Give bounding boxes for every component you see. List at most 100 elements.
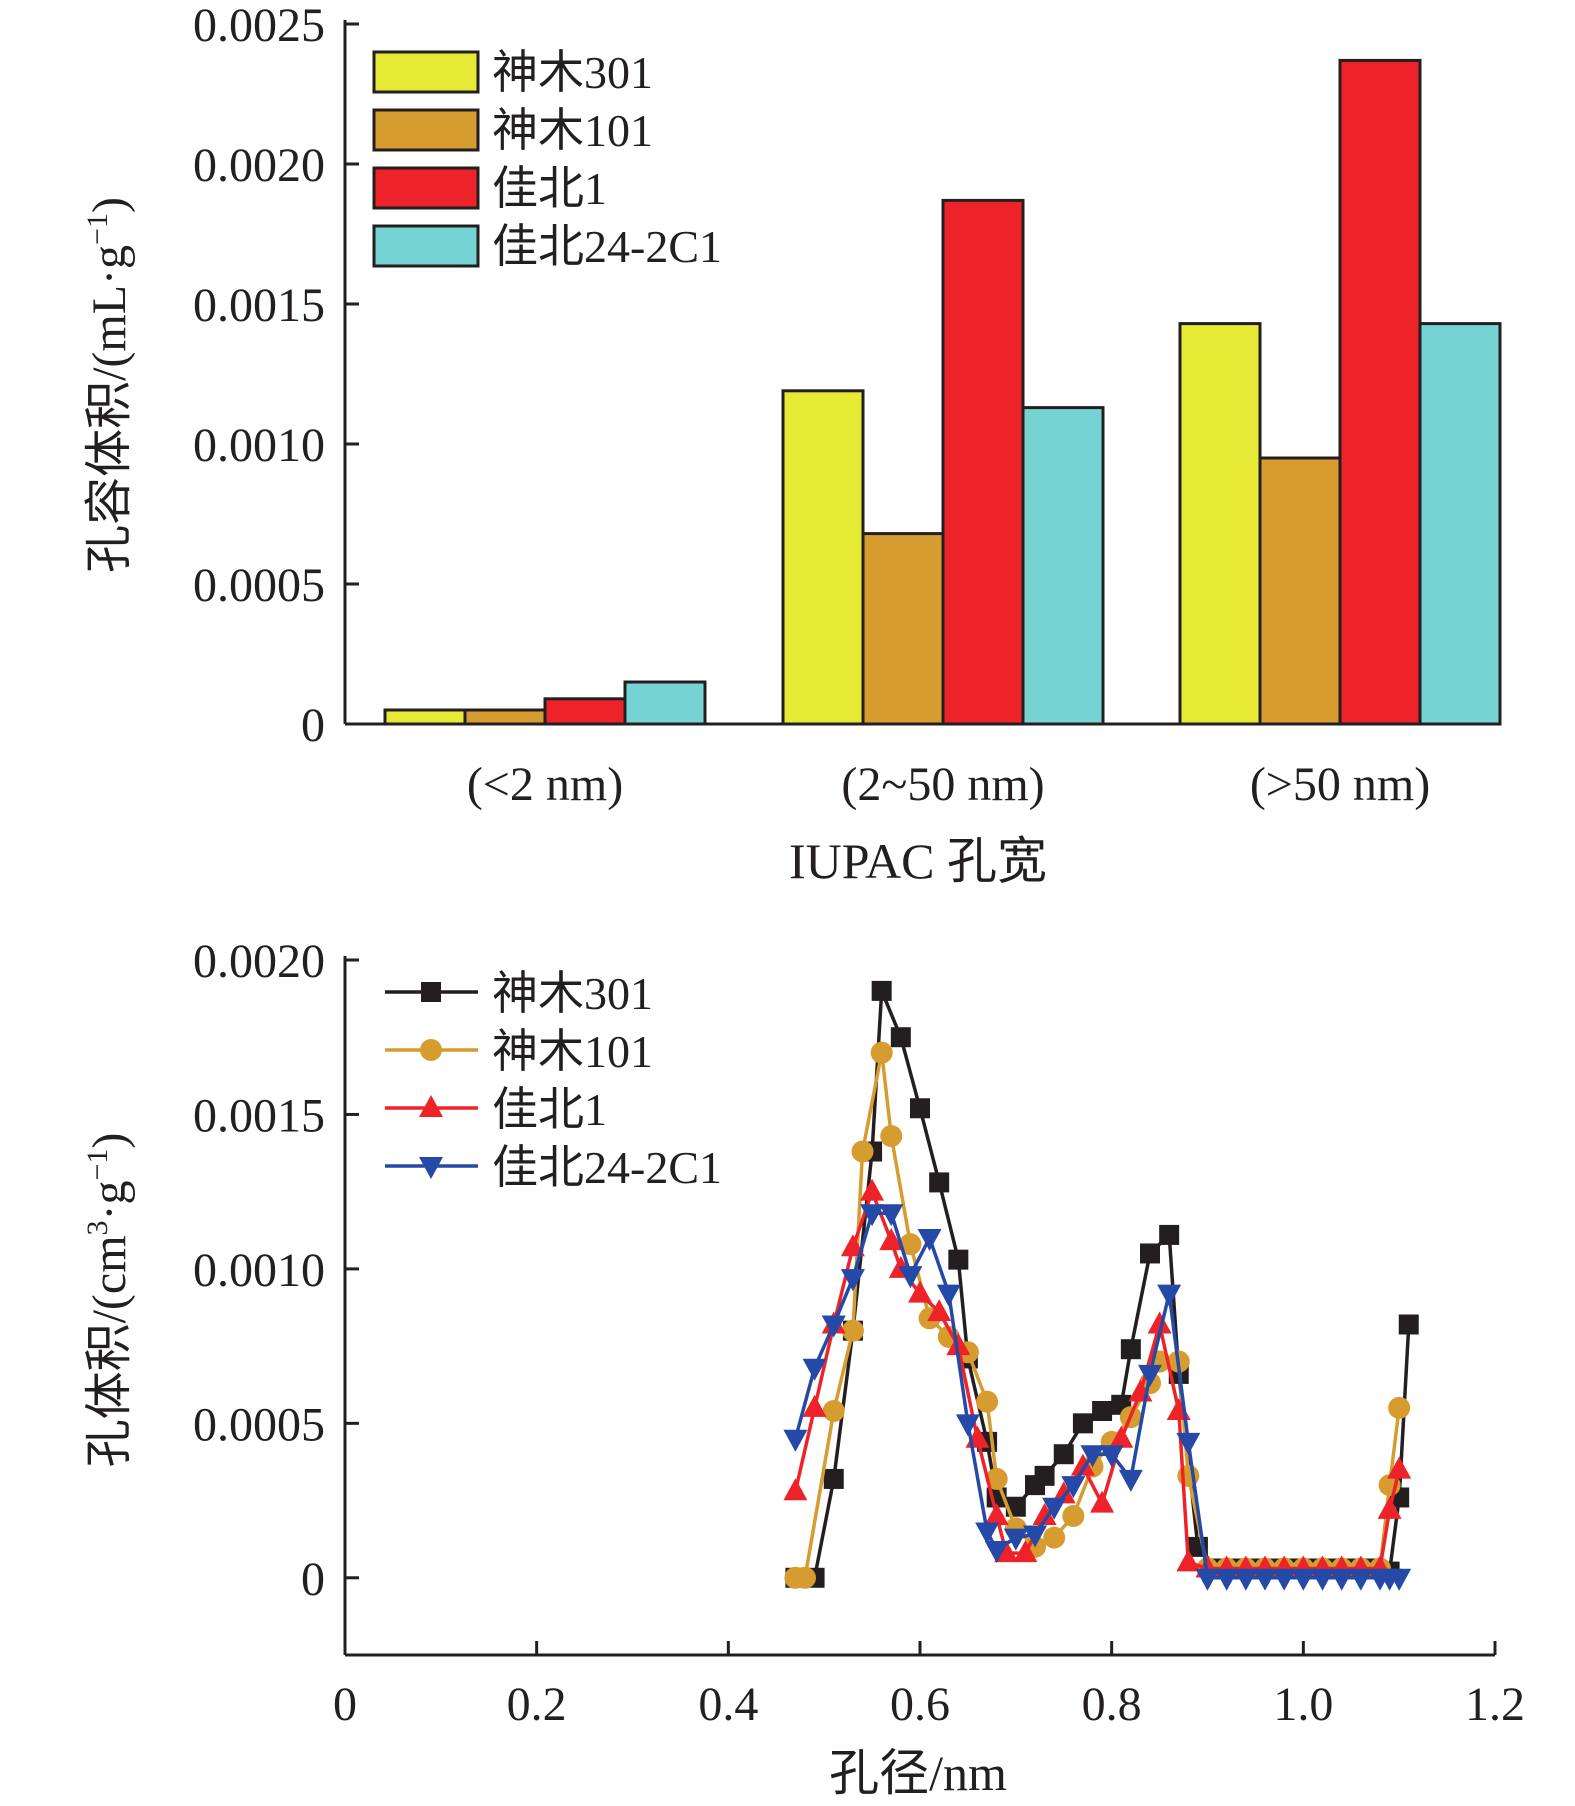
data-point xyxy=(1138,1364,1162,1387)
data-point xyxy=(1398,1314,1419,1335)
bar-legend-item: 佳北24-2C1 xyxy=(372,221,722,272)
bar-legend-swatch xyxy=(372,166,480,210)
bar xyxy=(1021,406,1105,726)
line-series xyxy=(783,1178,1412,1578)
data-point xyxy=(1090,1490,1115,1513)
data-point xyxy=(1253,1568,1277,1591)
line-legend-item: 佳北24-2C1 xyxy=(385,1142,722,1193)
data-point xyxy=(783,1478,808,1501)
bar-legend-swatch xyxy=(372,108,480,152)
bar-x-categories: (<2 nm) (2~50 nm) (>50 nm) xyxy=(467,758,1430,811)
bar xyxy=(1418,322,1502,726)
line-x-tick-label: 0 xyxy=(333,1678,357,1731)
bar-axes xyxy=(343,20,1500,726)
data-point xyxy=(1214,1568,1239,1591)
data-point xyxy=(783,1429,808,1452)
data-point xyxy=(1147,1311,1172,1334)
bar-y-tick-label: 0 xyxy=(301,699,325,752)
data-point xyxy=(1118,1469,1143,1492)
data-point xyxy=(1272,1568,1297,1591)
data-point xyxy=(1166,1397,1191,1420)
data-point xyxy=(1377,1496,1402,1519)
series-line xyxy=(793,1211,1400,1580)
data-point xyxy=(908,1280,932,1303)
line-series-group xyxy=(783,980,1419,1591)
line-y-tick-label: 0.0010 xyxy=(193,1244,325,1297)
data-point xyxy=(1120,1339,1141,1360)
line-y-tick-label: 0.0020 xyxy=(193,935,325,988)
data-point xyxy=(1099,1445,1124,1468)
data-point xyxy=(1348,1568,1373,1591)
data-point xyxy=(1092,1400,1113,1421)
data-point xyxy=(1080,1445,1105,1468)
line-y-axis-title-tail: ) xyxy=(83,1133,136,1149)
line-legend-marker xyxy=(419,1095,443,1117)
line-legend-label: 佳北1 xyxy=(492,1084,607,1135)
data-point xyxy=(1177,1464,1200,1487)
bar-legend-label: 佳北24-2C1 xyxy=(492,221,722,272)
bar-x-axis-title: IUPAC 孔宽 xyxy=(789,833,1047,889)
line-x-ticks: 0 0.2 0.4 0.6 0.8 1.0 1.2 xyxy=(333,1641,1525,1731)
data-point xyxy=(929,1172,950,1193)
bar-y-axis-title: 孔容体积/(mL·g−1) xyxy=(81,197,136,573)
bar xyxy=(623,680,707,726)
line-legend-marker xyxy=(420,1039,442,1061)
data-point xyxy=(802,1358,827,1381)
bar xyxy=(463,708,547,726)
data-point xyxy=(821,1315,846,1338)
data-point xyxy=(1061,1476,1086,1499)
data-point xyxy=(984,1503,1009,1525)
data-point xyxy=(1157,1284,1182,1307)
data-point xyxy=(794,1566,816,1589)
bar-legend-item: 佳北1 xyxy=(372,163,607,214)
data-point xyxy=(1034,1465,1055,1486)
data-point xyxy=(879,1228,904,1251)
data-point xyxy=(880,1125,903,1148)
bar-legend-item: 神木301 xyxy=(372,47,653,98)
data-point xyxy=(1195,1568,1220,1591)
bar-x-category-label: (2~50 nm) xyxy=(841,758,1044,811)
bar-series xyxy=(383,322,1262,726)
data-point xyxy=(823,1468,844,1489)
line-legend-marker xyxy=(421,982,441,1002)
data-point xyxy=(1032,1503,1057,1525)
line-y-tick-label: 0.0005 xyxy=(193,1398,325,1451)
bar-legend-label: 神木301 xyxy=(492,47,653,98)
data-point xyxy=(1310,1568,1335,1591)
line-series xyxy=(783,1204,1412,1591)
data-point xyxy=(898,1266,923,1289)
bar xyxy=(941,198,1025,726)
series-line xyxy=(795,989,1411,1580)
line-y-ticks: 0 0.0005 0.0010 0.0015 0.0020 xyxy=(193,935,359,1606)
line-y-axis-title-sup2: −1 xyxy=(81,1149,114,1181)
data-point xyxy=(1043,1526,1066,1549)
data-point xyxy=(984,1540,1009,1563)
bar xyxy=(383,708,467,726)
line-x-tick-label: 0.6 xyxy=(890,1678,950,1731)
bar xyxy=(861,532,945,726)
line-y-tick-label: 0.0015 xyxy=(193,1089,325,1142)
line-legend: 神木301 神木101 佳北1 佳北24-2C1 xyxy=(385,968,722,1193)
bar-y-ticks: 0 0.0005 0.0010 0.0015 0.0020 0.0025 xyxy=(193,0,359,752)
bar xyxy=(1258,456,1342,726)
data-point xyxy=(976,1390,999,1413)
bar-x-category-label: (<2 nm) xyxy=(467,758,623,811)
data-point xyxy=(1329,1568,1354,1591)
line-x-tick-label: 0.4 xyxy=(698,1678,758,1731)
bar-y-tick-label: 0.0020 xyxy=(193,139,325,192)
data-point xyxy=(1072,1413,1093,1434)
data-point xyxy=(1070,1453,1095,1476)
line-y-axis-title-main: 孔体积/(cm xyxy=(83,1235,136,1467)
data-point xyxy=(1159,1224,1180,1245)
bar-series-group xyxy=(383,58,1502,726)
line-legend-label: 神木301 xyxy=(492,968,653,1019)
line-chart: 0 0.0005 0.0010 0.0015 0.0020 0 0.2 0.4 0.6 0.8 1… xyxy=(81,935,1525,1801)
data-point xyxy=(851,1140,874,1163)
bar-series xyxy=(623,322,1502,726)
data-point xyxy=(946,1333,971,1356)
line-legend-label: 佳北24-2C1 xyxy=(492,1142,722,1193)
line-x-tick-label: 0.8 xyxy=(1082,1678,1142,1731)
line-legend-marker xyxy=(419,1157,443,1179)
bar-legend-swatch xyxy=(372,50,480,94)
